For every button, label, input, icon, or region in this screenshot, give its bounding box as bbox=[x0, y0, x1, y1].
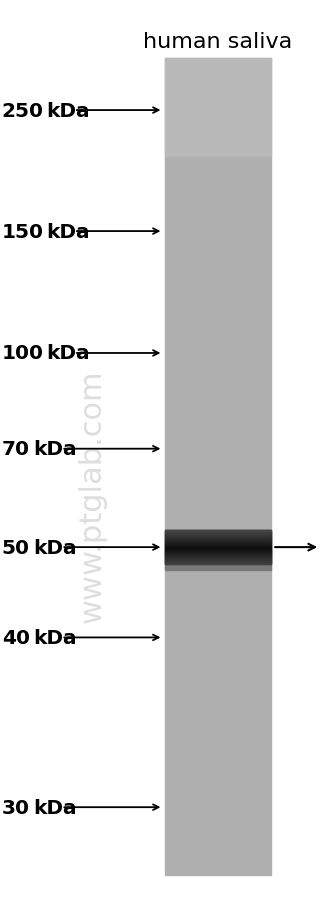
Text: kDa: kDa bbox=[33, 538, 77, 557]
Text: 100: 100 bbox=[2, 344, 44, 364]
Text: kDa: kDa bbox=[33, 797, 77, 817]
Text: 150: 150 bbox=[2, 222, 44, 242]
Text: www.ptglab.com: www.ptglab.com bbox=[78, 370, 107, 622]
Bar bbox=[165, 59, 271, 875]
Text: human saliva: human saliva bbox=[143, 32, 292, 51]
Text: 50: 50 bbox=[2, 538, 30, 557]
Bar bbox=[165, 59, 271, 157]
Text: 30: 30 bbox=[2, 797, 30, 817]
Text: 250: 250 bbox=[2, 101, 44, 121]
Text: 70: 70 bbox=[2, 439, 30, 459]
Text: kDa: kDa bbox=[46, 101, 89, 121]
Text: kDa: kDa bbox=[33, 628, 77, 648]
Text: kDa: kDa bbox=[46, 344, 89, 364]
Text: kDa: kDa bbox=[33, 439, 77, 459]
Text: kDa: kDa bbox=[46, 222, 89, 242]
Bar bbox=[165, 550, 271, 571]
Text: 40: 40 bbox=[2, 628, 30, 648]
